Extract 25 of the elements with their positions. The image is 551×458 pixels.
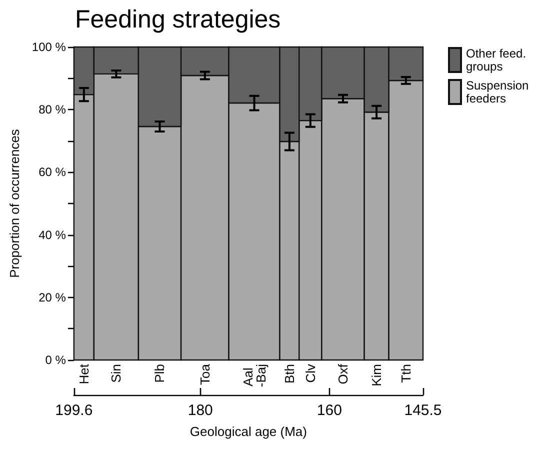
text: Bth — [282, 364, 297, 384]
x-tick-label: 180 — [188, 402, 213, 419]
y-tick-label: 100 % — [32, 40, 66, 54]
text: Het — [76, 364, 92, 384]
y-tick-label: 40 % — [38, 228, 66, 242]
legend-label: Other feed. groups — [466, 46, 530, 74]
text: Plb — [152, 364, 168, 383]
y-tick-label: 0 % — [45, 353, 66, 367]
y-tick-label: 80 % — [38, 102, 66, 117]
x-tick-label: 160 — [316, 402, 342, 419]
text: Aal -Baj — [240, 364, 268, 388]
text: Kim — [369, 364, 384, 386]
text: Oxf — [335, 364, 350, 384]
legend-label: Suspension feeders — [466, 78, 532, 106]
x-tick-label: 145.5 — [404, 402, 442, 419]
x-tick-label: 199.6 — [55, 402, 93, 419]
x-axis-title: Geological age (Ma) — [190, 424, 307, 439]
y-axis-title: Proportion of occurrences — [7, 128, 22, 278]
y-tick-label: 60 % — [38, 165, 66, 180]
text: Clv — [302, 364, 318, 383]
text: Sin — [108, 364, 124, 383]
y-tick-label: 20 % — [38, 290, 66, 304]
text: Tth — [398, 364, 414, 383]
chart-title: Feeding strategies — [75, 6, 281, 34]
text: Toa — [197, 363, 212, 385]
